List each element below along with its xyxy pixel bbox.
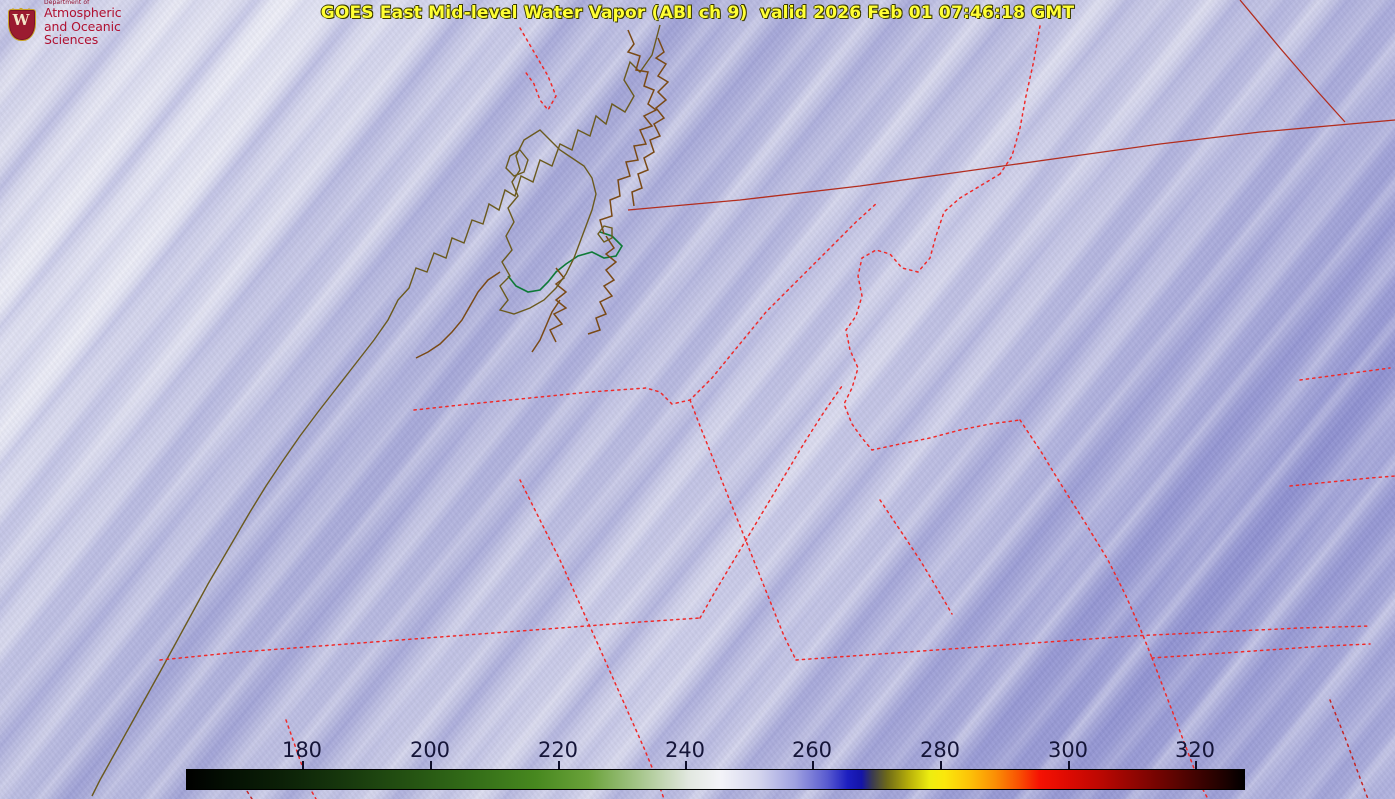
colorbar-ticks <box>186 761 1245 769</box>
colorbar-label-260: 260 <box>791 738 833 762</box>
colorbar-tick-300 <box>1068 761 1070 769</box>
colorbar-label-220: 220 <box>537 738 579 762</box>
crest-letter: W <box>12 11 30 29</box>
colorbar-gradient <box>186 769 1245 790</box>
colorbar-label-200: 200 <box>409 738 451 762</box>
logo-line-oceanic: and Oceanic Sciences <box>44 18 121 47</box>
colorbar-tick-240 <box>685 761 687 769</box>
colorbar-tick-220 <box>558 761 560 769</box>
logo-line-department: Department of <box>44 0 90 6</box>
colorbar-label-240: 240 <box>664 738 706 762</box>
colorbar-tick-180 <box>302 761 304 769</box>
colorbar-tick-280 <box>940 761 942 769</box>
colorbar-labels: 180 200 220 240 260 280 300 320 <box>186 733 1245 761</box>
logo-line-atmospheric: Atmospheric <box>44 5 122 21</box>
crest-shield <box>8 9 36 41</box>
uw-crest-icon: W <box>4 4 38 42</box>
colorbar-label-180: 180 <box>281 738 323 762</box>
crest-crown <box>11 4 31 11</box>
colorbar-label-320: 320 <box>1174 738 1216 762</box>
colorbar-tick-320 <box>1195 761 1197 769</box>
uw-aos-logo: W Department of Atmospheric and Oceanic … <box>4 0 174 46</box>
colorbar-tick-260 <box>812 761 814 769</box>
colorbar-label-280: 280 <box>919 738 961 762</box>
colorbar: 180 200 220 240 260 280 300 320 <box>186 739 1245 790</box>
logo-text: Department of Atmospheric and Oceanic Sc… <box>44 0 174 46</box>
colorbar-label-300: 300 <box>1047 738 1089 762</box>
colorbar-tick-200 <box>430 761 432 769</box>
